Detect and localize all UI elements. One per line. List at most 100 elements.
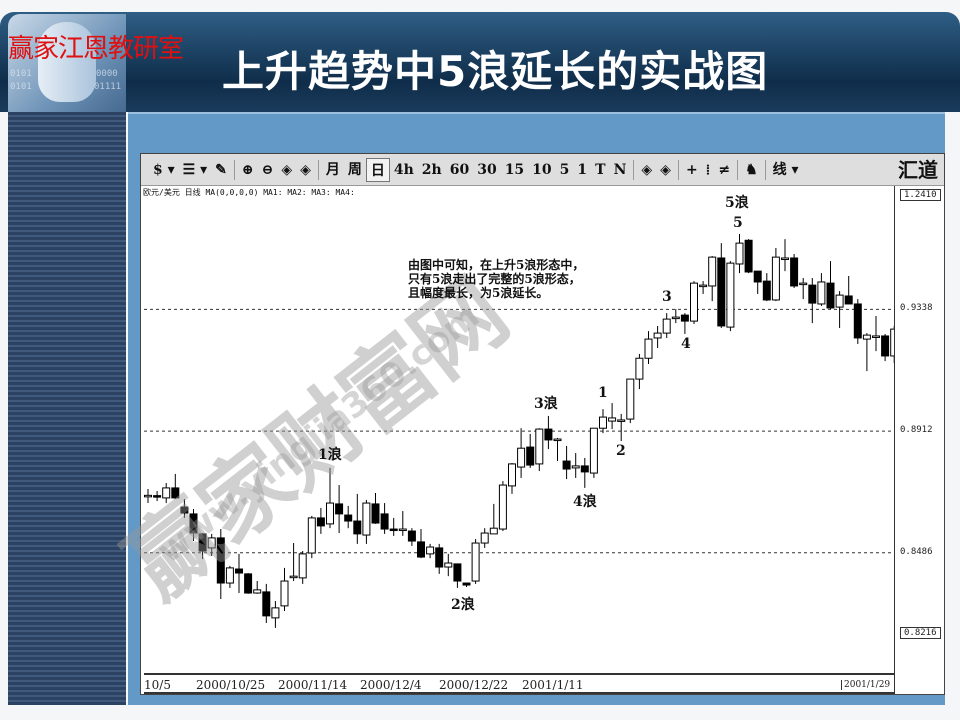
toolbar-button[interactable]: ◈ xyxy=(300,161,311,178)
price-label: 0.8486 xyxy=(900,547,933,557)
subwave-label-3: 3 xyxy=(662,289,672,305)
wave-label-4: 4浪 xyxy=(573,494,597,510)
toolbar-button[interactable]: 月 xyxy=(325,161,340,178)
candle-body xyxy=(262,591,271,617)
subwave-label-1: 1 xyxy=(598,385,608,401)
toolbar-button[interactable]: 1 xyxy=(577,161,588,178)
toolbar-button[interactable]: 15 xyxy=(504,161,525,178)
candle-body xyxy=(662,318,671,334)
candle-body xyxy=(526,446,535,466)
date-label: 2001/1/29 xyxy=(841,680,890,690)
candle-body xyxy=(225,567,234,584)
candlestick-chart xyxy=(144,233,894,628)
toolbar-button[interactable]: ⊖ xyxy=(261,161,274,178)
candle-body xyxy=(335,503,344,515)
candle-body xyxy=(198,533,207,552)
candle-body xyxy=(744,239,753,273)
logo-bits: 0000 xyxy=(96,69,118,79)
price-label: 1.2410 xyxy=(900,189,941,201)
toolbar-button[interactable]: N xyxy=(613,161,627,178)
candle-body xyxy=(808,284,817,304)
logo-bits: 0101 xyxy=(10,82,32,92)
price-label: 0.9338 xyxy=(900,303,933,313)
toolbar-button[interactable]: ◈ xyxy=(641,161,653,178)
toolbar-button[interactable]: 周 xyxy=(347,161,362,178)
slide-header xyxy=(0,12,960,112)
date-label: 2001/1/11 xyxy=(522,678,584,692)
toolbar-button[interactable]: ✎ xyxy=(215,161,227,178)
candle-body xyxy=(599,416,607,429)
candle-body xyxy=(171,487,180,499)
brand-label: 赢家江恩教研室 xyxy=(8,34,184,64)
annotation-line: 由图中可知，在上升5浪形态中， xyxy=(408,258,585,272)
candle-body xyxy=(635,357,644,380)
candle-body xyxy=(671,316,680,320)
subwave-label-4: 4 xyxy=(681,336,691,352)
candle-body xyxy=(617,419,626,422)
mouse-icon xyxy=(38,22,96,102)
candle-body xyxy=(453,563,462,582)
toolbar-button[interactable]: 线 ▾ xyxy=(772,161,799,178)
toolbar-button[interactable]: 5 xyxy=(559,161,570,178)
toolbar-button[interactable]: ◈ xyxy=(281,161,293,178)
toolbar-button[interactable]: 2h xyxy=(421,161,442,178)
candle-body xyxy=(253,589,262,594)
candle-body xyxy=(353,520,362,535)
subwave-label-2: 2 xyxy=(616,443,626,459)
candle-body xyxy=(435,547,444,568)
chart-info: 欧元/美元 日线 MA(0,0,0,0) MA1: MA2: MA3: MA4: xyxy=(143,188,355,197)
toolbar-button[interactable]: T xyxy=(595,161,606,178)
toolbar-button[interactable]: + xyxy=(685,161,698,178)
price-label: 0.8216 xyxy=(900,627,941,639)
toolbar-button[interactable]: ☰ ▾ xyxy=(182,161,208,178)
toolbar-brand-logo: 汇道 xyxy=(898,157,938,182)
candle-body xyxy=(890,328,894,357)
toolbar-separator xyxy=(317,159,319,180)
candle-body xyxy=(407,530,416,542)
chart-toolbar: $ ▾ ☰ ▾ ✎ ⊕ ⊖ ◈ ◈ 月周日 4h 2h 60 30 15 10 5 1 T N ◈ ◈ + ⁞ ≠ ♞ 线 ▾ 汇… xyxy=(141,154,944,186)
candle-body xyxy=(362,502,371,536)
candle-body xyxy=(771,256,780,301)
candle-body xyxy=(498,484,507,530)
candle-body xyxy=(271,607,280,619)
candle-body xyxy=(735,242,744,265)
toolbar-button[interactable]: 日 xyxy=(365,157,390,182)
candle-body xyxy=(753,270,762,283)
candle-body xyxy=(417,541,425,558)
toolbar-button[interactable]: ⁞ xyxy=(705,161,711,178)
candle-body xyxy=(862,334,871,340)
date-label: 2000/12/4 xyxy=(360,678,422,692)
candle-body xyxy=(544,428,553,441)
candle-body xyxy=(781,257,789,260)
candle-body xyxy=(790,257,799,287)
candle-body xyxy=(235,568,243,574)
candle-body xyxy=(589,427,598,474)
candle-body xyxy=(307,517,316,554)
candle-body xyxy=(326,502,334,525)
candle-body xyxy=(608,417,617,422)
candle-body xyxy=(817,281,826,305)
wave-label-2: 2浪 xyxy=(451,597,475,613)
date-label: 10/5 xyxy=(144,678,171,692)
chart-window: $ ▾ ☰ ▾ ✎ ⊕ ⊖ ◈ ◈ 月周日 4h 2h 60 30 15 10 5 1 T N ◈ ◈ + ⁞ ≠ ♞ 线 ▾ 汇… xyxy=(140,153,945,695)
candle-body xyxy=(853,303,862,339)
mouse-logo-image: 0101 0000 0101 01111 xyxy=(8,14,126,112)
candle-body xyxy=(517,447,526,468)
toolbar-button[interactable]: ≠ xyxy=(718,161,731,178)
toolbar-button[interactable]: 60 xyxy=(449,161,470,178)
toolbar-button[interactable]: ⊕ xyxy=(241,161,254,178)
toolbar-button[interactable]: $ ▾ xyxy=(153,161,175,178)
slide-title: 上升趋势中5浪延长的实战图 xyxy=(222,47,769,96)
toolbar-button[interactable]: 30 xyxy=(477,161,497,178)
toolbar-button[interactable]: 4h xyxy=(393,161,414,178)
candle-body xyxy=(371,503,380,524)
toolbar-button[interactable]: ◈ xyxy=(660,161,671,178)
candle-body xyxy=(562,460,571,470)
candle-body xyxy=(708,256,717,287)
toolbar-button[interactable]: 10 xyxy=(532,161,552,178)
candle-body xyxy=(626,378,635,420)
candle-body xyxy=(580,465,589,473)
logo-bits: 01111 xyxy=(94,82,122,92)
toolbar-button[interactable]: ♞ xyxy=(745,161,758,178)
price-label: 0.8912 xyxy=(900,425,933,435)
